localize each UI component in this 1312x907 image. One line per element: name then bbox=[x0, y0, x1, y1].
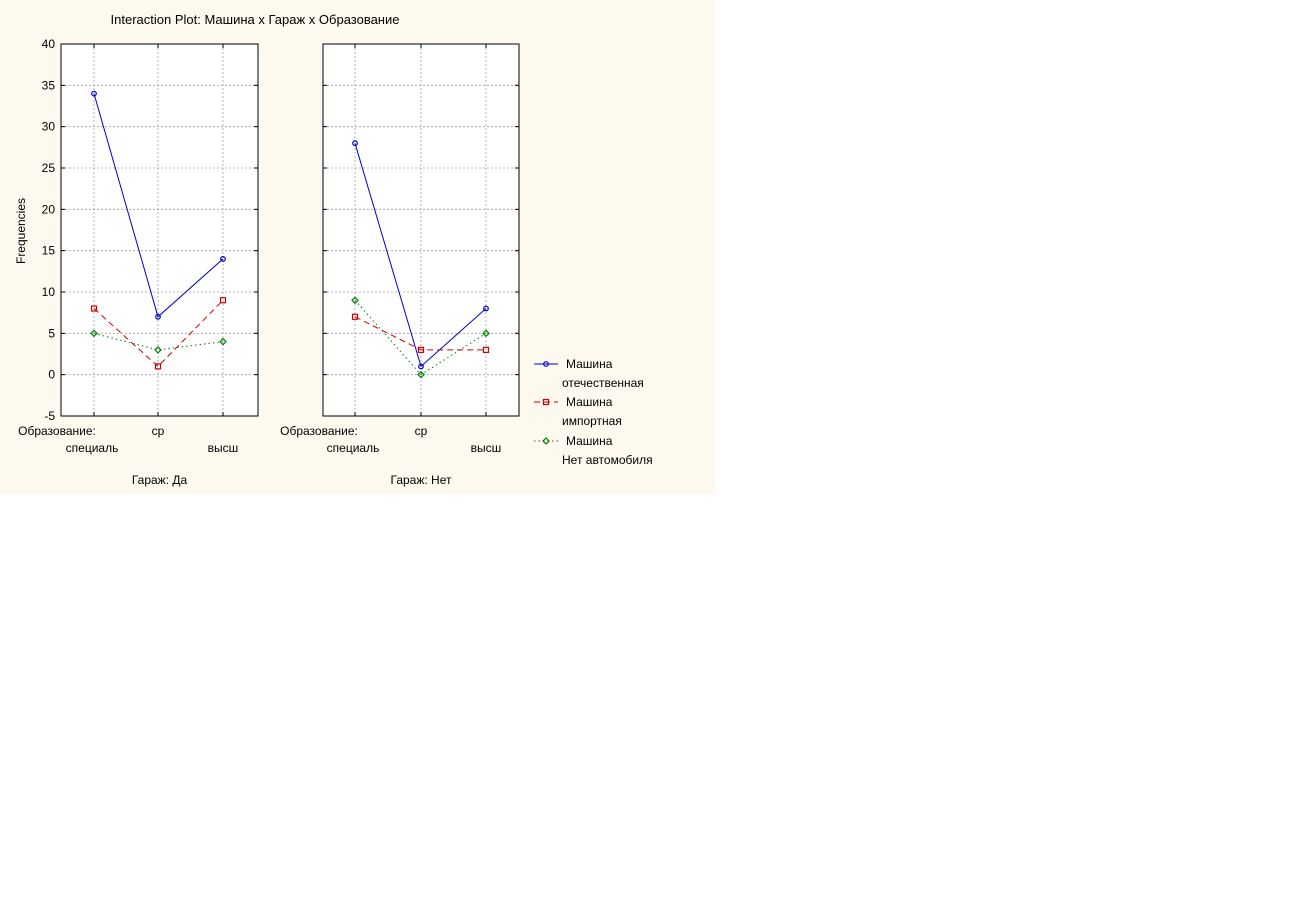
chart-title: Interaction Plot: Машина x Гараж x Образ… bbox=[111, 12, 400, 27]
legend-marker bbox=[543, 361, 549, 367]
legend-label: импортная bbox=[562, 414, 622, 428]
legend-marker bbox=[542, 437, 550, 445]
y-tick-label: -5 bbox=[44, 409, 55, 423]
data-point bbox=[482, 329, 490, 338]
legend-item-3: Машина Нет автомобиля bbox=[534, 434, 653, 467]
data-point bbox=[154, 346, 162, 354]
category-label: ср bbox=[152, 424, 165, 438]
data-point bbox=[90, 305, 98, 312]
plot-frame bbox=[60, 43, 259, 417]
series-line-1 bbox=[354, 143, 487, 368]
interaction-plot: Interaction Plot: Машина x Гараж x Образ… bbox=[14, 12, 653, 487]
data-point bbox=[483, 305, 489, 312]
legend-label: Нет автомобиля bbox=[562, 453, 653, 467]
data-point bbox=[417, 346, 425, 353]
legend-marker bbox=[542, 398, 550, 406]
data-point bbox=[91, 90, 97, 97]
data-point bbox=[219, 297, 227, 304]
data-point bbox=[351, 313, 359, 320]
x-factor-label: Образование: bbox=[18, 424, 96, 438]
series-line-1 bbox=[93, 93, 224, 318]
legend-label: Машина bbox=[566, 434, 613, 448]
y-tick-label: 30 bbox=[42, 120, 56, 134]
y-tick-label: 25 bbox=[42, 161, 56, 175]
y-tick-label: 0 bbox=[48, 368, 55, 382]
panel-1: -5 0 5 10 15 20 25 30 35 40 Образование: специаль ср… bbox=[18, 37, 259, 487]
category-label: высш bbox=[208, 441, 239, 455]
data-point bbox=[417, 370, 425, 379]
series-line-3 bbox=[354, 299, 487, 376]
data-point bbox=[219, 337, 227, 346]
series-line-2 bbox=[354, 316, 486, 351]
data-point bbox=[482, 346, 490, 353]
x-factor-label: Образование: bbox=[280, 424, 358, 438]
y-axis-label: Frequencies bbox=[14, 198, 28, 264]
data-point bbox=[418, 363, 424, 370]
y-tick-label: 35 bbox=[42, 78, 56, 92]
panel-2: Образование: специаль ср высш Гараж: Нет bbox=[280, 43, 520, 487]
data-point bbox=[352, 140, 358, 147]
y-tick-label: 5 bbox=[48, 326, 55, 340]
y-tick-label: 15 bbox=[42, 244, 56, 258]
data-point bbox=[154, 363, 162, 370]
category-label: специаль bbox=[66, 441, 119, 455]
data-point bbox=[90, 329, 98, 338]
legend: МашинаотечественнаяМашинаимпортнаяМашина… bbox=[534, 357, 653, 467]
category-label: высш bbox=[471, 441, 502, 455]
data-point bbox=[351, 296, 359, 305]
y-tick-label: 20 bbox=[42, 202, 56, 216]
legend-label: Машина bbox=[566, 357, 613, 371]
panels: -5 0 5 10 15 20 25 30 35 40 Образование: специаль ср… bbox=[18, 37, 520, 487]
plot-area bbox=[61, 44, 258, 416]
y-tick-label: 10 bbox=[42, 285, 56, 299]
category-label: специаль bbox=[327, 441, 380, 455]
data-point bbox=[220, 256, 226, 262]
panel-label: Гараж: Да bbox=[132, 473, 188, 487]
data-point bbox=[155, 313, 161, 320]
legend-item-2: Машина импортная bbox=[534, 395, 622, 428]
category-label: ср bbox=[415, 424, 428, 438]
panel-label: Гараж: Нет bbox=[391, 473, 452, 487]
legend-label: отечественная bbox=[562, 376, 644, 390]
chart-figure: Interaction Plot: Машина x Гараж x Образ… bbox=[0, 0, 715, 494]
plot-frame bbox=[322, 43, 520, 417]
legend-label: Машина bbox=[566, 395, 613, 409]
y-tick-label: 40 bbox=[42, 37, 56, 51]
legend-item-1: Машина отечественная bbox=[534, 357, 644, 390]
